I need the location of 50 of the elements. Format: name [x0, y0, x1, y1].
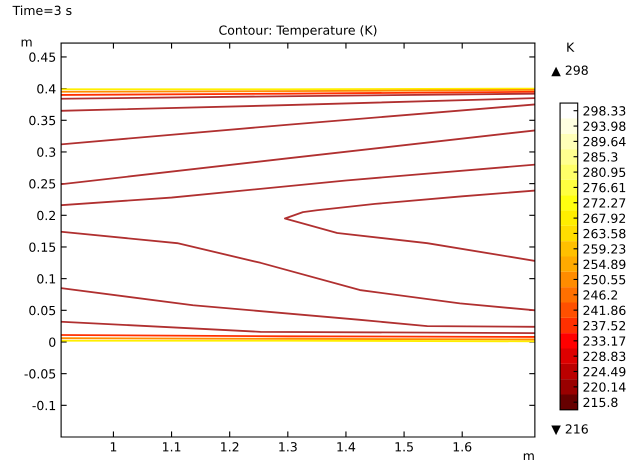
y-tick-label: 0	[49, 337, 56, 347]
color-bar-label: 250.55	[583, 274, 626, 284]
color-bar-label: 272.27	[583, 198, 626, 208]
line-series	[61, 164, 535, 206]
text: ▼ 216	[551, 424, 588, 436]
color-bar-label: 289.64	[583, 136, 626, 146]
y-tick-label: 0.3	[37, 147, 56, 157]
x-tick-label: 1	[110, 442, 116, 452]
x-tick-label: 1.4	[337, 442, 356, 452]
color-bar-label: 259.23	[583, 244, 626, 254]
text: ▲ 298	[551, 65, 588, 76]
color-bar-label: 285.3	[583, 152, 618, 162]
x-tick-label: 1.1	[162, 442, 180, 452]
color-bar-label: 241.86	[583, 306, 626, 316]
line-series	[61, 230, 535, 312]
y-tick-label: -0.05	[24, 369, 56, 379]
line-series	[61, 287, 535, 328]
x-tick-label: 1.5	[396, 442, 413, 452]
x-tick-label: 1.6	[454, 442, 472, 452]
y-tick-label: 0.2	[37, 210, 55, 220]
y-tick-label: 0.15	[29, 242, 56, 252]
color-bar-label: 280.95	[583, 168, 626, 178]
y-tick-label: 0.1	[37, 274, 56, 284]
y-axis-title: m	[22, 39, 32, 46]
line-series	[284, 190, 535, 262]
color-bar-label: 237.52	[583, 320, 626, 330]
text: Time=3 s	[12, 5, 72, 16]
color-bar-label: 263.58	[583, 228, 626, 238]
color-bar-label: 220.14	[583, 382, 626, 392]
color-bar-label: 298.33	[583, 106, 626, 116]
color-bar-label: 233.17	[583, 336, 626, 346]
x-axis-title: m	[524, 453, 534, 460]
y-tick-label: 0.35	[29, 116, 56, 126]
x-tick-label: 1.3	[279, 442, 297, 452]
y-tick-label: -0.1	[32, 400, 56, 410]
y-tick-label: 0.4	[37, 84, 56, 94]
x-tick-label: 1.2	[221, 442, 238, 452]
color-bar-label: 254.89	[583, 260, 626, 270]
color-bar-label: 246.2	[583, 290, 618, 300]
color-bar-label: 293.98	[583, 122, 626, 131]
color-bar-title: K	[567, 42, 575, 52]
color-bar-label: 276.61	[583, 182, 626, 192]
y-tick-label: 0.45	[29, 52, 56, 62]
color-bar-label: 215.8	[583, 398, 618, 408]
y-tick-label: 0.05	[29, 306, 56, 316]
color-bar-label: 224.49	[583, 366, 626, 376]
chart-title: Contour: Temperature (K)	[219, 25, 376, 38]
y-tick-label: 0.25	[29, 179, 56, 189]
color-bar-label: 267.92	[583, 214, 626, 224]
color-bar-label: 228.83	[583, 352, 626, 362]
